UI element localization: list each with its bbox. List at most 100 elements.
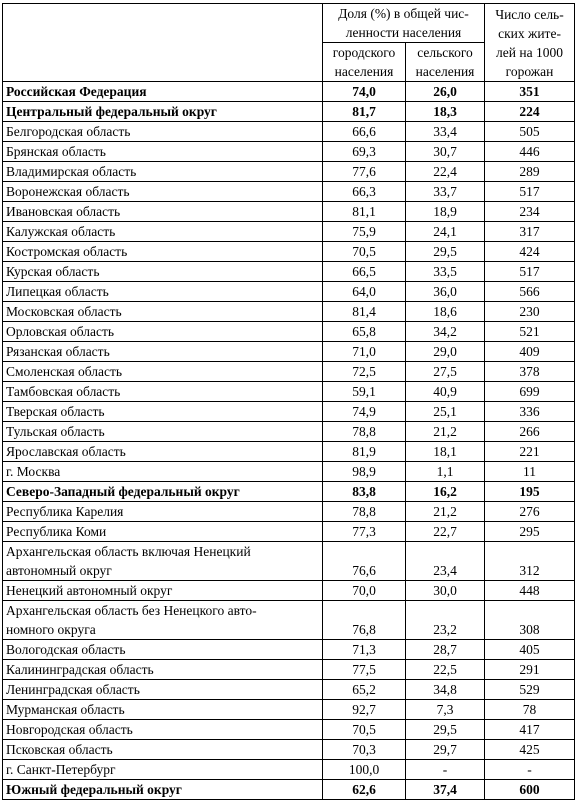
text-line: Новгородская область [6, 722, 133, 737]
value-cell: 70,5 [322, 719, 406, 740]
row-label: Костромская область [2, 241, 323, 262]
row-label: Белгородская область [2, 121, 323, 142]
value-cell: 425 [484, 739, 576, 760]
text-line: Тульская область [6, 424, 105, 439]
value-cell: - [404, 759, 486, 780]
value-cell: 600 [484, 779, 576, 800]
value-cell: 22,7 [404, 521, 486, 542]
table-row: Ненецкий автономный округ 70,0 30,0 448 [2, 580, 576, 601]
text-line: Доля (%) в общей чис- [338, 6, 469, 21]
value-cell: 78,8 [322, 501, 406, 522]
table-row: Калининградская область 77,5 22,5 291 [2, 659, 576, 680]
value-cell: - [484, 759, 576, 780]
value-cell: 76,6 [322, 541, 406, 581]
row-label: Центральный федеральный округ [2, 101, 323, 122]
value-cell: 351 [484, 81, 576, 102]
row-label: Мурманская область [2, 699, 323, 720]
text-line: Ленинградская область [6, 682, 140, 697]
statistics-table: Доля (%) в общей чис-ленности населения Ч… [2, 3, 576, 800]
table-row: Псковская область 70,3 29,7 425 [2, 739, 576, 760]
value-cell: 77,5 [322, 659, 406, 680]
row-label: Псковская область [2, 739, 323, 760]
text-line: населения [334, 64, 394, 79]
text-line: Число сель- [495, 6, 564, 22]
row-label: Архангельская область без Ненецкого авто… [2, 600, 323, 640]
value-cell: 36,0 [404, 281, 486, 302]
row-label: Тамбовская область [2, 381, 323, 402]
table-row: г. Москва 98,9 1,1 11 [2, 461, 576, 482]
value-cell: 378 [484, 361, 576, 382]
text-line: Архангельская область без Ненецкого авто… [6, 603, 257, 618]
value-cell: 405 [484, 639, 576, 660]
value-cell: 74,0 [322, 81, 406, 102]
text-line: ских жите- [498, 25, 561, 41]
table-row: Костромская область 70,5 29,5 424 [2, 241, 576, 262]
text-line: Вологодская область [6, 642, 126, 657]
value-cell: 517 [484, 181, 576, 202]
value-cell: 22,4 [404, 161, 486, 182]
value-cell: 30,7 [404, 141, 486, 162]
value-cell: 81,9 [322, 441, 406, 462]
value-cell: 21,2 [404, 501, 486, 522]
row-label: Архангельская область включая Ненецкий ав… [2, 541, 323, 581]
text-line: Воронежская область [6, 184, 130, 199]
text-line: Московская область [6, 304, 122, 319]
header-row: Доля (%) в общей чис-ленности населения Ч… [2, 3, 576, 82]
table-row: Республика Коми 77,3 22,7 295 [2, 521, 576, 542]
value-cell: 62,6 [322, 779, 406, 800]
text-line: Северо-Западный федеральный округ [6, 484, 240, 499]
row-label: Курская область [2, 261, 323, 282]
row-label: Северо-Западный федеральный округ [2, 481, 323, 502]
value-cell: 33,5 [404, 261, 486, 282]
value-cell: 23,2 [404, 600, 486, 640]
table-row: Калужская область 75,9 24,1 317 [2, 221, 576, 242]
value-cell: 18,3 [404, 101, 486, 122]
table-row: Ленинградская область 65,2 34,8 529 [2, 679, 576, 700]
table-row: Белгородская область 66,6 33,4 505 [2, 121, 576, 142]
text-line: Псковская область [6, 742, 113, 757]
table-row: Брянская область 69,3 30,7 446 [2, 141, 576, 162]
row-label: Липецкая область [2, 281, 323, 302]
table-row: Липецкая область 64,0 36,0 566 [2, 281, 576, 302]
table-row: Новгородская область 70,5 29,5 417 [2, 719, 576, 740]
row-label: Брянская область [2, 141, 323, 162]
row-label: Воронежская область [2, 181, 323, 202]
value-cell: 317 [484, 221, 576, 242]
value-cell: 22,5 [404, 659, 486, 680]
text-line: Владимирская область [6, 164, 137, 179]
row-label: Калужская область [2, 221, 323, 242]
text-line: Мурманская область [6, 702, 125, 717]
header-cell [2, 3, 323, 82]
value-cell: 1,1 [404, 461, 486, 482]
value-cell: 699 [484, 381, 576, 402]
row-label: Калининградская область [2, 659, 323, 680]
table-row: Ивановская область 81,1 18,9 234 [2, 201, 576, 222]
value-cell: 446 [484, 141, 576, 162]
table-row: Владимирская область 77,6 22,4 289 [2, 161, 576, 182]
value-cell: 70,5 [322, 241, 406, 262]
row-label: Вологодская область [2, 639, 323, 660]
text-line: Белгородская область [6, 124, 131, 139]
row-label: г. Санкт-Петербург [2, 759, 323, 780]
text-line: населения [415, 64, 475, 79]
value-cell: 37,4 [404, 779, 486, 800]
value-cell: 34,2 [404, 321, 486, 342]
value-cell: 521 [484, 321, 576, 342]
value-cell: 266 [484, 421, 576, 442]
text-line: номного округа [6, 622, 96, 637]
table-body: Доля (%) в общей чис-ленности населения Ч… [2, 3, 576, 800]
value-cell: 66,3 [322, 181, 406, 202]
value-cell: 529 [484, 679, 576, 700]
row-label: Тульская область [2, 421, 323, 442]
text-line: г. Москва [6, 464, 61, 479]
text-line: Курская область [6, 264, 100, 279]
value-cell: 16,2 [404, 481, 486, 502]
value-cell: 65,2 [322, 679, 406, 700]
value-cell: 78 [484, 699, 576, 720]
table-row: Орловская область 65,8 34,2 521 [2, 321, 576, 342]
value-cell: 224 [484, 101, 576, 122]
header-cell: Число сель-ских жите-лей на 1000 горожан [484, 3, 576, 82]
text-line: Ярославская область [6, 444, 126, 459]
row-label: Республика Карелия [2, 501, 323, 522]
text-line: Архангельская область включая Ненецкий [6, 544, 251, 559]
